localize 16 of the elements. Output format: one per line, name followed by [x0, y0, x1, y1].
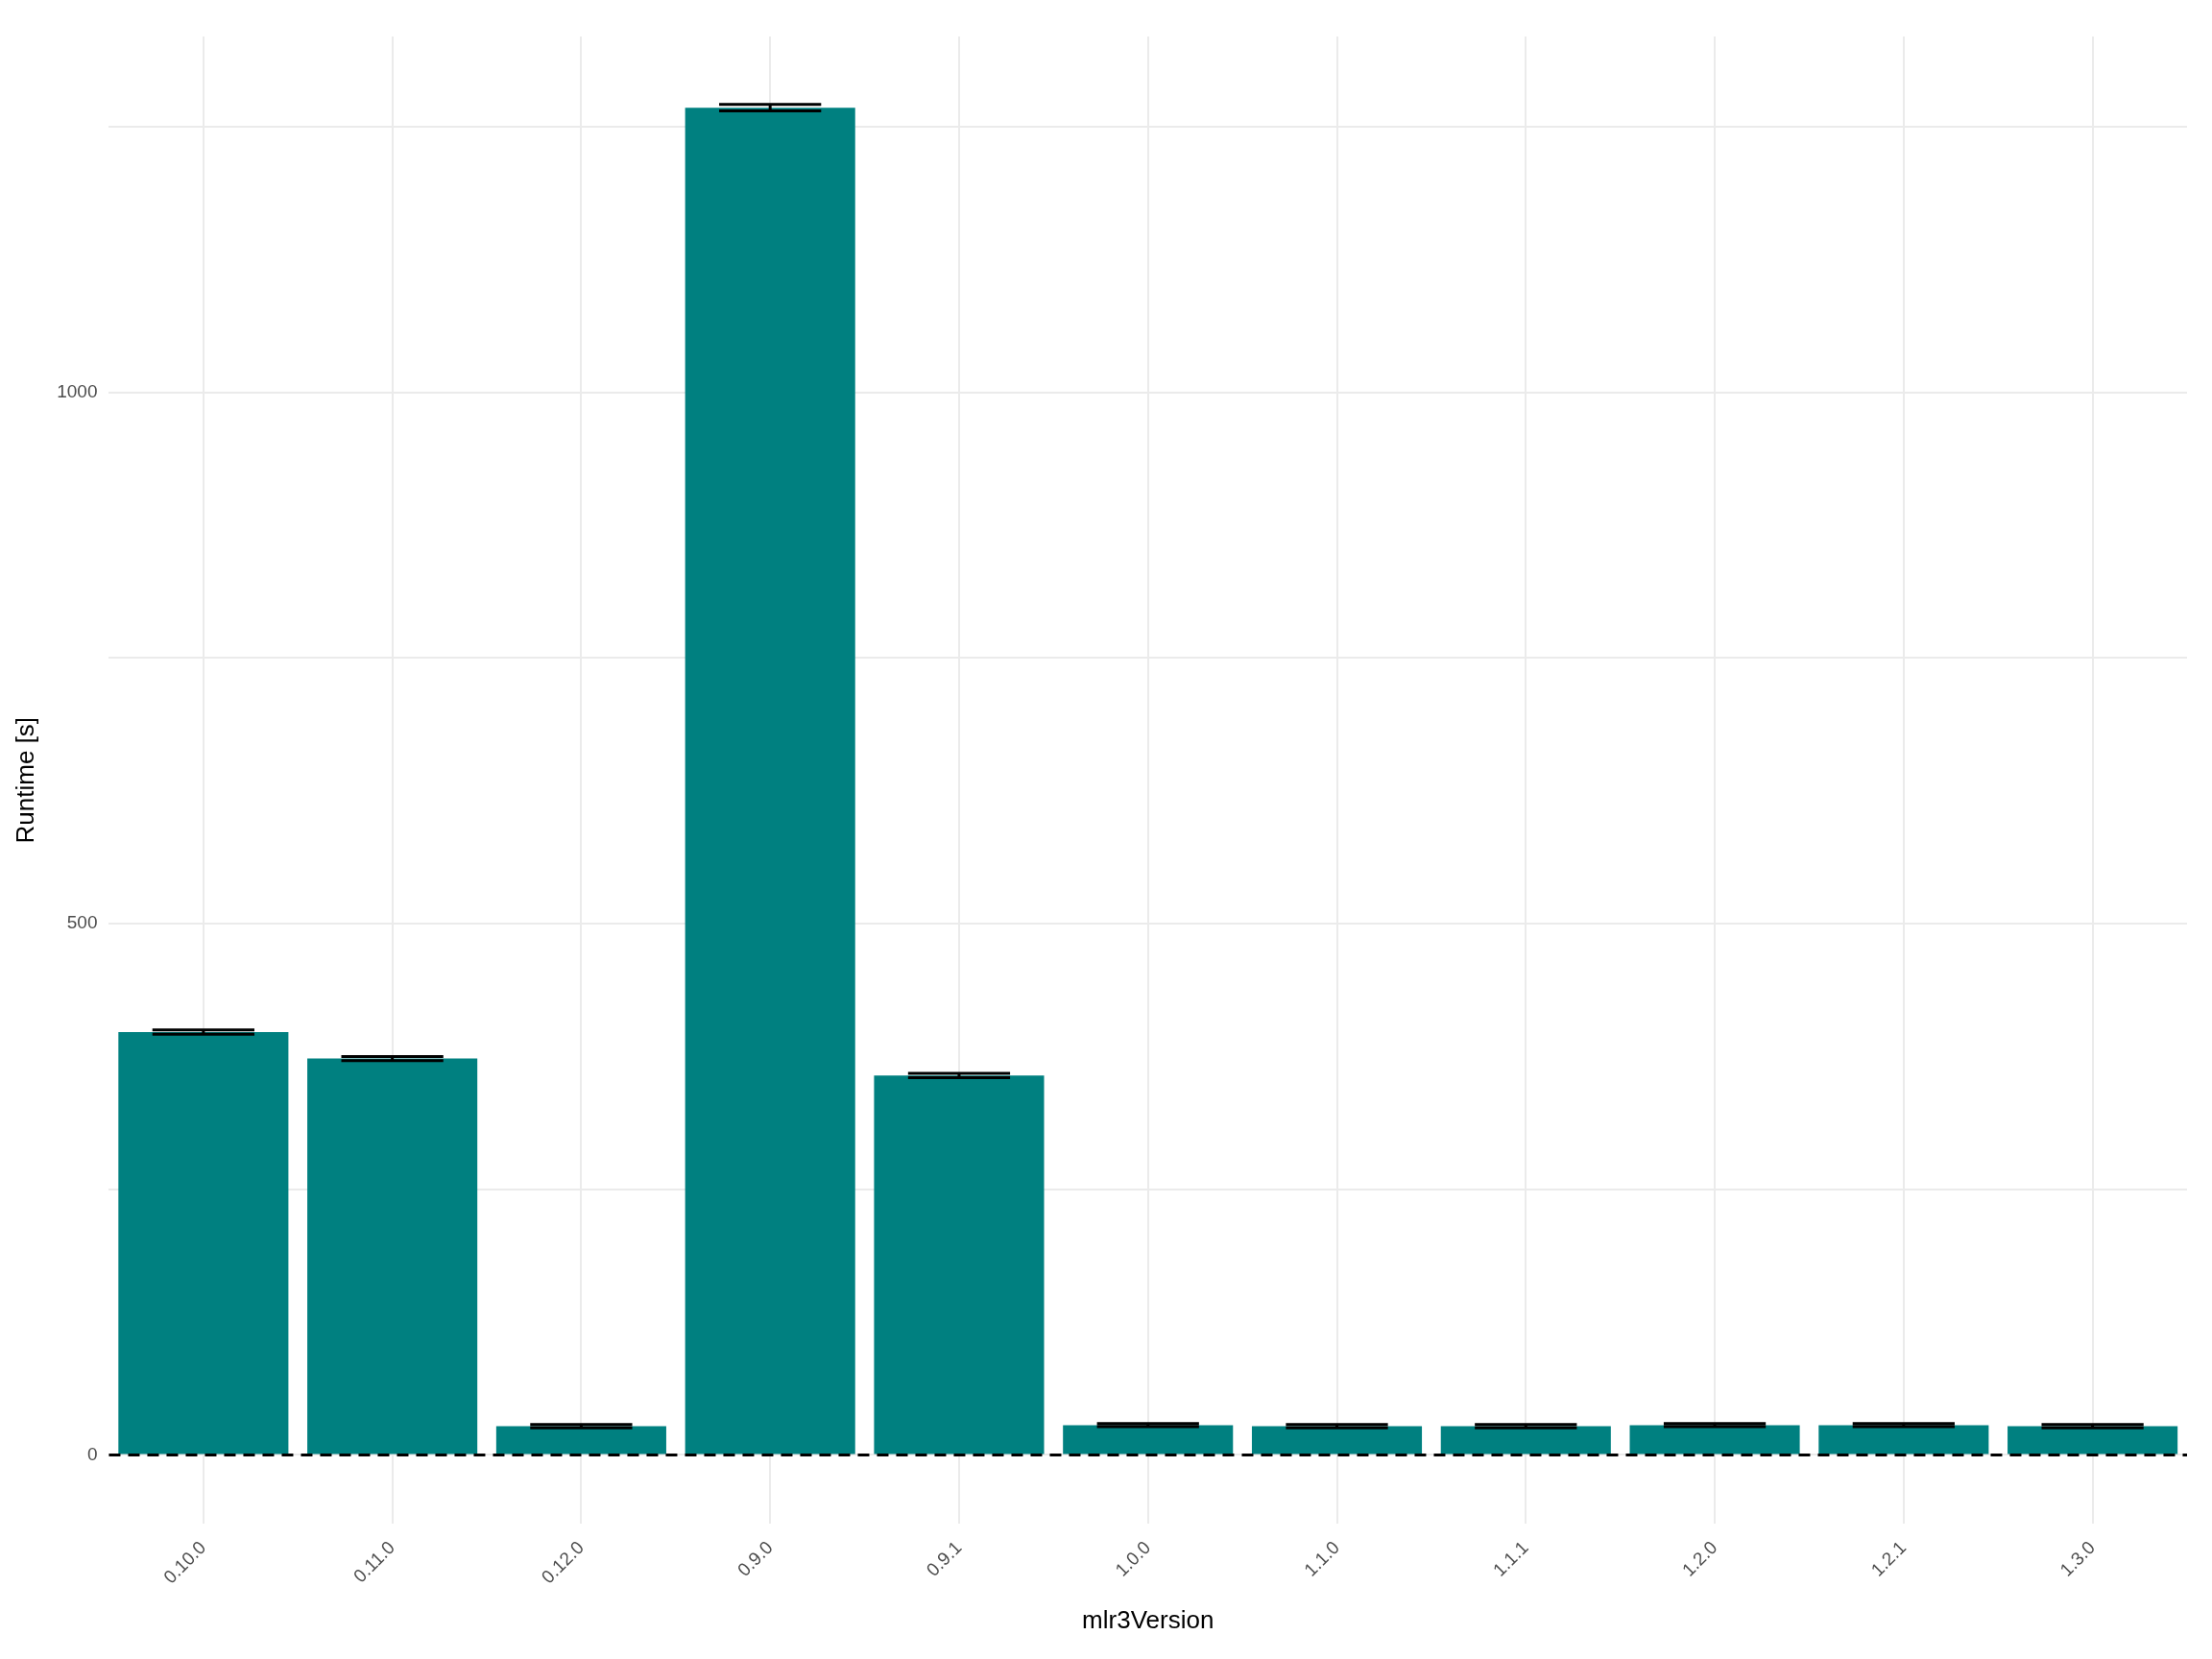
- bar: [1251, 1426, 1423, 1455]
- bar: [685, 108, 855, 1455]
- y-tick-label: 500: [66, 912, 98, 933]
- bar: [118, 1031, 289, 1455]
- x-axis-title: mlr3Version: [1082, 1604, 1214, 1634]
- y-tick-label: 1000: [57, 380, 98, 401]
- bar: [2008, 1426, 2178, 1455]
- bar: [495, 1426, 666, 1455]
- y-tick-label: 0: [86, 1443, 98, 1464]
- bar: [307, 1058, 478, 1455]
- bar: [1440, 1426, 1611, 1455]
- y-axis-title: Runtime [s]: [10, 716, 39, 844]
- bar: [1818, 1425, 1989, 1455]
- bar: [1629, 1425, 1800, 1455]
- bar: [1063, 1425, 1234, 1455]
- bar: [874, 1075, 1045, 1455]
